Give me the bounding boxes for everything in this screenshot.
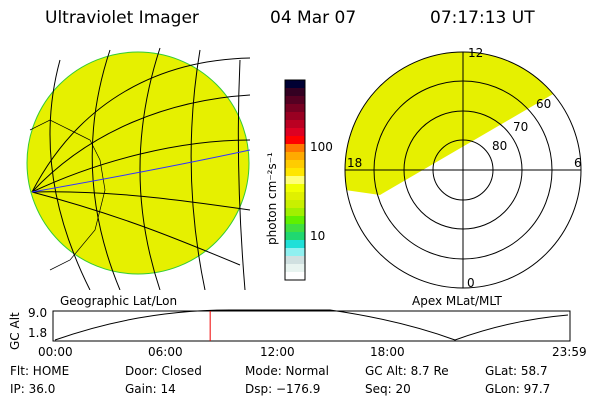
alt-xtick: 00:00	[38, 345, 73, 359]
colorbar-segment	[285, 224, 305, 233]
colorbar-segment	[285, 200, 305, 209]
apex-polar-plot	[344, 51, 582, 289]
colorbar-segment	[285, 80, 305, 89]
status-gain: Gain: 14	[125, 382, 176, 396]
colorbar-segment	[285, 240, 305, 249]
alt-xtick: 18:00	[370, 345, 405, 359]
status-glon: GLon: 97.7	[485, 382, 551, 396]
title: Ultraviolet Imager	[45, 8, 199, 28]
colorbar-segment	[285, 120, 305, 129]
alt-xtick: 23:59	[552, 345, 587, 359]
time: 07:17:13 UT	[430, 8, 535, 28]
left-caption: Geographic Lat/Lon	[60, 294, 178, 308]
status-gc-alt: GC Alt: 8.7 Re	[365, 364, 449, 378]
altitude-plot	[52, 309, 571, 342]
colorbar-segment	[285, 216, 305, 225]
alt-xtick: 12:00	[260, 345, 295, 359]
colorbar-segment	[285, 144, 305, 153]
mlt-12: 12	[468, 46, 484, 60]
colorbar-segment	[285, 96, 305, 105]
alt-xtick: 06:00	[148, 345, 183, 359]
colorbar-segment	[285, 152, 305, 161]
left-image-disk	[26, 51, 250, 275]
lat-80: 80	[492, 139, 508, 153]
colorbar-segment	[285, 184, 305, 193]
colorbar-segment	[285, 128, 305, 137]
alt-ytick: 1.8	[28, 326, 48, 340]
colorbar-segment	[285, 256, 305, 265]
right-caption: Apex MLat/MLT	[412, 294, 502, 308]
colorbar-tick-100: 100	[310, 140, 333, 154]
colorbar-segment	[285, 248, 305, 257]
colorbar-segment	[285, 192, 305, 201]
mlt-0: 0	[467, 276, 475, 290]
colorbar-segment	[285, 112, 305, 121]
status-ip: IP: 36.0	[10, 382, 56, 396]
colorbar	[284, 79, 306, 281]
geographic-map	[26, 47, 251, 290]
mlt-18: 18	[347, 156, 363, 170]
alt-ytick: 9.0	[28, 306, 48, 320]
colorbar-tick-10: 10	[310, 229, 326, 243]
colorbar-segment	[285, 208, 305, 217]
colorbar-outline	[284, 79, 306, 281]
colorbar-segment	[285, 168, 305, 177]
mlt-6: 6	[574, 156, 582, 170]
status-seq: Seq: 20	[365, 382, 411, 396]
colorbar-segment	[285, 88, 305, 97]
status-mode: Mode: Normal	[245, 364, 329, 378]
colorbar-segment	[285, 232, 305, 241]
lat-70: 70	[513, 120, 529, 134]
status-door: Door: Closed	[125, 364, 202, 378]
colorbar-segment	[285, 136, 305, 145]
colorbar-segment	[285, 160, 305, 169]
date: 04 Mar 07	[270, 8, 357, 28]
status-dsp: Dsp: −176.9	[245, 382, 321, 396]
status-filter: Flt: HOME	[10, 364, 70, 378]
colorbar-segment	[285, 264, 305, 273]
lat-60: 60	[536, 97, 552, 111]
colorbar-segment	[285, 104, 305, 113]
colorbar-segment	[285, 176, 305, 185]
colorbar-segment	[285, 272, 305, 281]
status-glat: GLat: 58.7	[485, 364, 548, 378]
alt-ylabel: GC Alt	[8, 312, 22, 350]
colorbar-label: photon cm⁻²s⁻¹	[265, 152, 279, 245]
